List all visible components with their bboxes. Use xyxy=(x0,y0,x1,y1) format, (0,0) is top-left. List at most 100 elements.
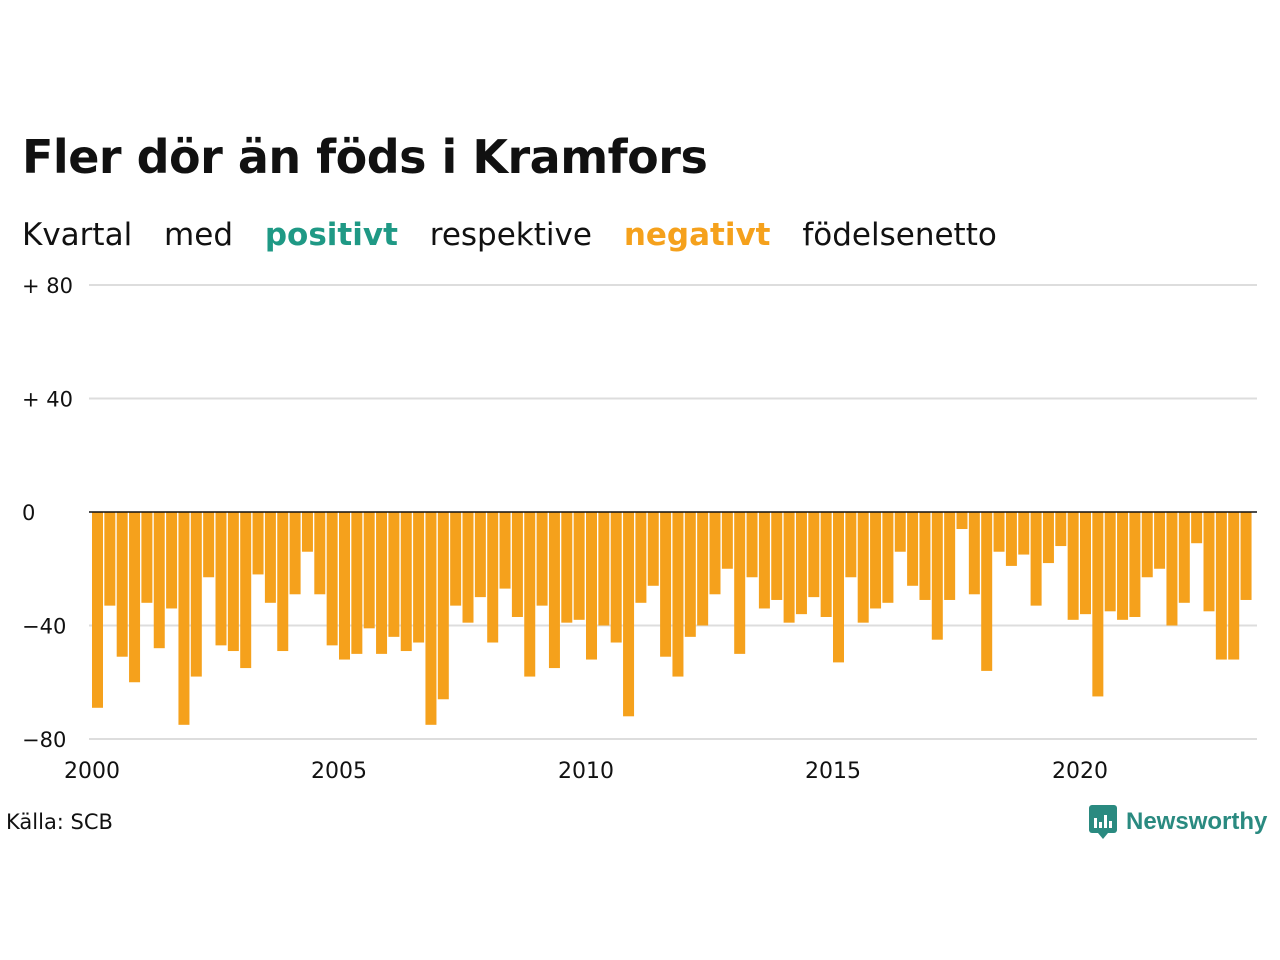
data-bar xyxy=(561,512,573,623)
data-bar xyxy=(1005,512,1017,566)
data-bar xyxy=(178,512,190,725)
data-bar xyxy=(388,512,400,637)
data-bar xyxy=(647,512,659,586)
y-tick-label: −40 xyxy=(22,615,66,639)
data-bar xyxy=(104,512,116,606)
subtitle-word: födelsenetto xyxy=(802,217,997,253)
data-bar xyxy=(437,512,449,700)
data-bar xyxy=(746,512,758,578)
data-bar xyxy=(870,512,882,609)
data-bar xyxy=(363,512,375,629)
data-bar xyxy=(1191,512,1203,544)
data-bar xyxy=(240,512,252,669)
subtitle-word: med xyxy=(164,217,233,253)
data-bar xyxy=(721,512,733,569)
data-bar xyxy=(808,512,820,598)
data-bar xyxy=(425,512,437,725)
data-bar xyxy=(289,512,301,595)
data-bar xyxy=(783,512,795,623)
data-bar xyxy=(684,512,696,637)
data-bar xyxy=(944,512,956,600)
data-bar xyxy=(227,512,239,652)
data-bar xyxy=(1141,512,1153,578)
source-note: Källa: SCB xyxy=(6,810,113,834)
chart-subtitle: Kvartal med positivt respektive negativt… xyxy=(22,217,1019,253)
data-bar xyxy=(1166,512,1178,626)
data-bar xyxy=(314,512,326,595)
data-bar xyxy=(326,512,338,646)
data-bar xyxy=(758,512,770,609)
data-bar xyxy=(931,512,943,640)
data-bar xyxy=(573,512,585,620)
data-bar xyxy=(919,512,931,600)
data-bar xyxy=(672,512,684,677)
brand-name: Newsworthy xyxy=(1126,808,1268,835)
x-tick-label: 2020 xyxy=(1052,759,1108,784)
x-tick-label: 2000 xyxy=(64,759,120,784)
data-bar xyxy=(252,512,264,575)
data-bar xyxy=(548,512,560,669)
data-bar xyxy=(1178,512,1190,603)
data-bar xyxy=(610,512,622,643)
data-bar xyxy=(1067,512,1079,620)
data-bar xyxy=(981,512,993,671)
data-bar xyxy=(1240,512,1252,600)
x-tick-label: 2010 xyxy=(558,759,614,784)
legend-negative: negativt xyxy=(623,217,771,253)
subtitle-word: Kvartal xyxy=(22,217,133,253)
data-bar xyxy=(820,512,832,617)
data-bar xyxy=(264,512,276,603)
subtitle-word: respektive xyxy=(429,217,592,253)
data-bar xyxy=(190,512,202,677)
data-bar xyxy=(474,512,486,598)
data-bar xyxy=(203,512,215,578)
x-tick-label: 2015 xyxy=(805,759,861,784)
data-bar xyxy=(1092,512,1104,697)
data-bar xyxy=(857,512,869,623)
chart-title: Fler dör än föds i Kramfors xyxy=(22,130,708,184)
data-bar xyxy=(1117,512,1129,620)
data-bar xyxy=(413,512,425,643)
data-bar xyxy=(709,512,721,595)
data-bar xyxy=(524,512,536,677)
data-bar xyxy=(487,512,499,643)
data-bar xyxy=(1018,512,1030,555)
data-bar xyxy=(339,512,350,660)
bar-chart: + 80 + 40 0 −40 −80 2000 2005 2010 2015 2020 xyxy=(22,274,1257,784)
data-bar xyxy=(129,512,141,683)
data-bar xyxy=(635,512,647,603)
data-bar xyxy=(1080,512,1091,615)
data-bar xyxy=(536,512,548,606)
data-bar xyxy=(734,512,746,654)
data-bar xyxy=(1129,512,1141,617)
data-bar xyxy=(499,512,511,589)
brand-logo: Newsworthy xyxy=(1088,804,1267,840)
data-bar xyxy=(993,512,1005,552)
data-bar xyxy=(1215,512,1227,660)
data-bar xyxy=(351,512,363,654)
data-bar xyxy=(623,512,635,717)
data-bar xyxy=(1030,512,1042,606)
data-bar xyxy=(92,512,103,708)
data-bar xyxy=(1154,512,1166,569)
data-bar xyxy=(215,512,227,646)
data-bar xyxy=(586,512,597,660)
legend-positive: positivt xyxy=(264,217,398,253)
data-bar xyxy=(511,512,523,617)
y-tick-label: 0 xyxy=(22,501,35,525)
data-bar xyxy=(1228,512,1240,660)
data-bar xyxy=(1055,512,1067,547)
y-tick-label: + 40 xyxy=(22,388,73,412)
data-bar xyxy=(697,512,709,626)
data-bar xyxy=(1042,512,1054,564)
data-bar xyxy=(277,512,289,652)
data-bar xyxy=(795,512,807,615)
y-tick-label: −80 xyxy=(22,728,66,752)
data-bar xyxy=(1203,512,1215,612)
data-bar xyxy=(894,512,906,552)
data-bar xyxy=(450,512,462,606)
data-bar xyxy=(376,512,388,654)
data-bar xyxy=(166,512,178,609)
data-bar xyxy=(400,512,412,652)
data-bar xyxy=(141,512,153,603)
